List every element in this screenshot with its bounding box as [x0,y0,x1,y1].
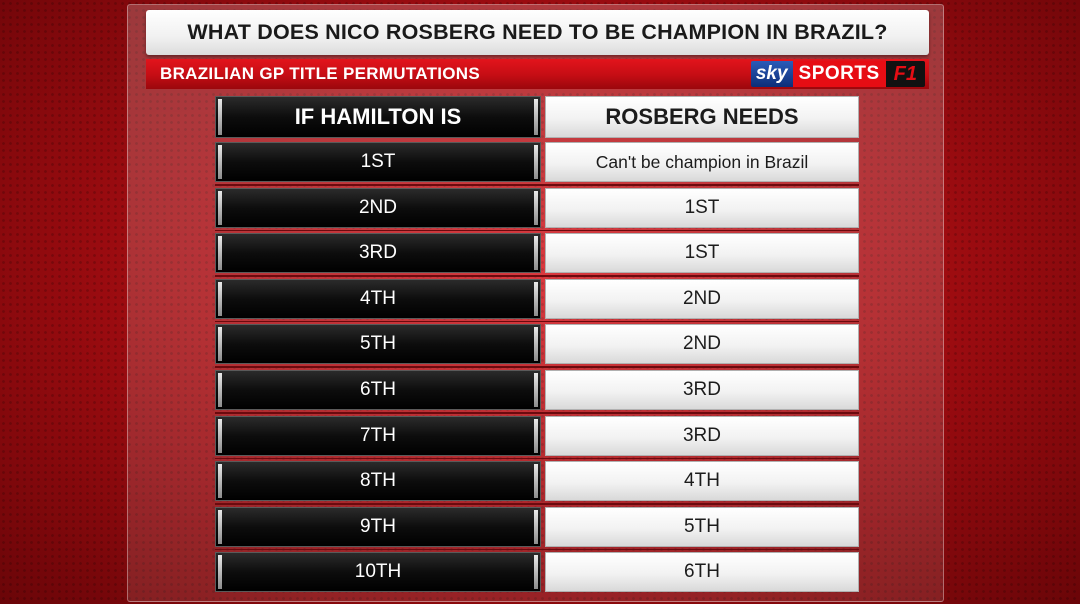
column-header-rosberg: ROSBERG NEEDS [545,96,859,138]
hamilton-position-cell: 6TH [215,369,541,410]
rosberg-needs-cell: 6TH [545,552,859,593]
rosberg-needs-cell: 1ST [545,187,859,228]
hamilton-position-cell: 1ST [215,142,541,182]
subtitle: BRAZILIAN GP TITLE PERMUTATIONS [160,64,481,83]
hamilton-position-cell: 10TH [215,552,541,593]
row-divider [215,320,859,323]
table-row: 1ST Can't be champion in Brazil [215,142,859,186]
sky-sports-f1-logo: sky SPORTS F1 [750,61,925,87]
rosberg-needs-cell: 2ND [545,278,859,319]
rosberg-needs-cell: 3RD [545,369,859,410]
f1-logo-text: F1 [885,61,925,87]
table-row: 10TH 6TH [215,552,859,593]
table-row: 3RD 1ST [215,233,859,277]
sports-logo-text: SPORTS [792,61,886,87]
hamilton-position-cell: 9TH [215,506,541,547]
row-divider [215,184,859,186]
row-divider [215,275,859,277]
hamilton-position-cell: 7TH [215,415,541,456]
rosberg-needs-cell: Can't be champion in Brazil [545,142,859,182]
rosberg-needs-cell: 5TH [545,506,859,547]
table-row: 4TH 2ND [215,278,859,323]
row-divider [215,366,859,368]
table-row: 2ND 1ST [215,187,859,232]
hamilton-position-cell: 5TH [215,324,541,365]
column-header-hamilton: IF HAMILTON IS [215,96,541,138]
table-row: 9TH 5TH [215,506,859,551]
page-title: WHAT DOES NICO ROSBERG NEED TO BE CHAMPI… [187,20,888,44]
row-divider [215,412,859,414]
row-divider [215,503,859,505]
rosberg-needs-cell: 3RD [545,415,859,456]
table-row: 8TH 4TH [215,461,859,505]
hamilton-position-cell: 4TH [215,278,541,319]
permutations-table: IF HAMILTON IS ROSBERG NEEDS 1ST Can't b… [215,96,859,598]
row-divider [215,548,859,551]
rosberg-needs-cell: 1ST [545,233,859,274]
rosberg-needs-cell: 2ND [545,324,859,365]
hamilton-position-cell: 8TH [215,461,541,502]
hamilton-position-cell: 2ND [215,187,541,228]
table-row: 6TH 3RD [215,369,859,414]
table-header-row: IF HAMILTON IS ROSBERG NEEDS [215,96,859,138]
table-row: 5TH 2ND [215,324,859,368]
row-divider [215,457,859,460]
subtitle-bar: BRAZILIAN GP TITLE PERMUTATIONS sky SPOR… [146,59,929,89]
row-divider [215,229,859,232]
title-bar: WHAT DOES NICO ROSBERG NEED TO BE CHAMPI… [146,10,929,55]
table-row: 7TH 3RD [215,415,859,460]
sky-logo-text: sky [750,61,793,87]
rosberg-needs-cell: 4TH [545,461,859,502]
hamilton-position-cell: 3RD [215,233,541,274]
